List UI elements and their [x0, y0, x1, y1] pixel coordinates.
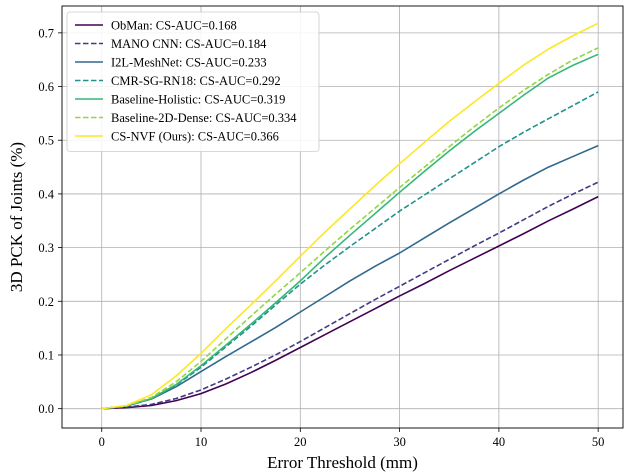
legend-label: CMR-SG-RN18: CS-AUC=0.292 — [111, 74, 281, 88]
series-line — [101, 144, 599, 410]
plot-frame — [61, 5, 624, 429]
legend-label: I2L-MeshNet: CS-AUC=0.233 — [111, 56, 267, 70]
y-axis-label: 3D PCK of Joints (%) — [7, 142, 26, 292]
legend-box — [66, 11, 320, 152]
x-axis-label: Error Threshold (mm) — [267, 453, 418, 472]
legend-label: CS-NVF (Ours): CS-AUC=0.366 — [111, 130, 279, 144]
x-tick-label: 50 — [592, 435, 605, 449]
x-tick-label: 40 — [493, 435, 506, 449]
legend-label: Baseline-Holistic: CS-AUC=0.319 — [111, 93, 285, 107]
y-tick-label: 0.0 — [38, 402, 54, 416]
legend-label: Baseline-2D-Dense: CS-AUC=0.334 — [111, 111, 297, 125]
series-lines — [101, 22, 599, 410]
series-line — [101, 22, 599, 410]
legend: ObMan: CS-AUC=0.168 MANO CNN: CS-AUC=0.18… — [66, 11, 320, 152]
series-line — [101, 53, 599, 410]
series-line — [101, 181, 599, 410]
x-tick-label: 30 — [393, 435, 406, 449]
x-tick-label: 20 — [294, 435, 307, 449]
legend-label: MANO CNN: CS-AUC=0.184 — [111, 37, 267, 51]
series-line — [101, 47, 599, 410]
x-tick-label: 10 — [195, 435, 208, 449]
y-tick-label: 0.6 — [38, 80, 54, 94]
axis-ticks: 0 10 20 30 40 50 0.0 0.1 0.2 0.3 0.4 0.5 0.6 0.7 — [38, 26, 604, 449]
y-tick-label: 0.2 — [38, 295, 54, 309]
legend-label: ObMan: CS-AUC=0.168 — [111, 19, 237, 33]
x-tick-label: 0 — [99, 435, 105, 449]
series-line — [101, 195, 599, 410]
y-tick-label: 0.4 — [38, 187, 54, 201]
y-tick-label: 0.7 — [38, 26, 54, 40]
y-tick-label: 0.5 — [38, 134, 54, 148]
y-tick-label: 0.3 — [38, 241, 54, 255]
y-tick-label: 0.1 — [38, 348, 54, 362]
